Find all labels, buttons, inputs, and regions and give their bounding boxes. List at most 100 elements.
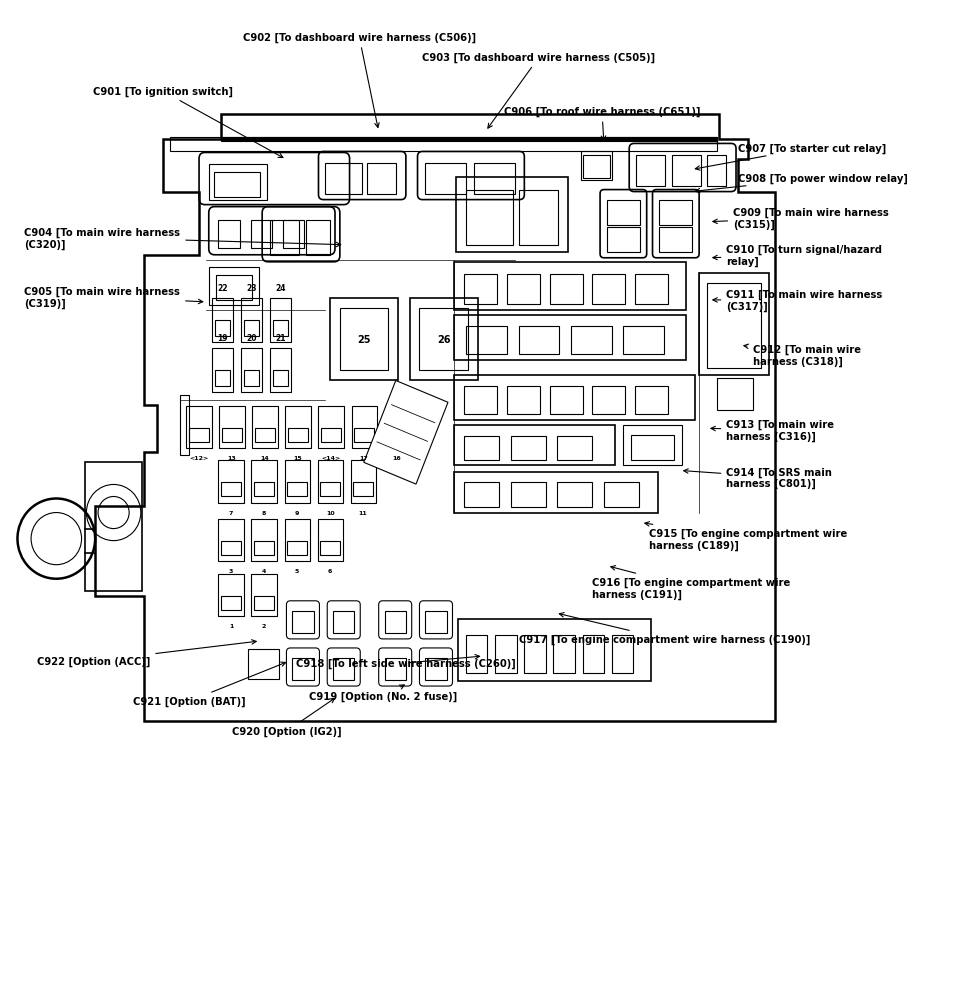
Bar xyxy=(454,263,686,311)
Text: <12>: <12> xyxy=(189,456,209,461)
Bar xyxy=(212,299,233,343)
Bar xyxy=(254,483,274,497)
Bar xyxy=(419,309,468,371)
Text: 9: 9 xyxy=(295,510,299,515)
Bar xyxy=(707,156,726,186)
Bar xyxy=(631,436,674,461)
Text: 3: 3 xyxy=(229,568,233,573)
Bar xyxy=(222,429,242,443)
Text: 10: 10 xyxy=(326,510,334,515)
Bar xyxy=(466,327,507,355)
Bar xyxy=(320,483,340,497)
Bar xyxy=(495,635,517,673)
Bar xyxy=(218,461,244,503)
Bar xyxy=(215,371,230,387)
Text: C922 [Option (ACC)]: C922 [Option (ACC)] xyxy=(37,640,256,666)
Bar xyxy=(340,309,388,371)
Bar xyxy=(218,519,244,561)
Bar xyxy=(367,164,396,194)
Bar xyxy=(244,321,259,337)
Bar xyxy=(285,461,310,503)
Bar xyxy=(454,316,686,361)
Bar xyxy=(553,635,575,673)
Bar xyxy=(524,635,546,673)
Bar xyxy=(557,483,592,507)
Bar xyxy=(464,437,499,461)
Text: 5: 5 xyxy=(295,568,299,573)
Bar xyxy=(212,349,233,393)
Text: 4: 4 xyxy=(262,568,266,573)
Bar xyxy=(318,407,344,449)
Bar xyxy=(216,276,252,301)
Text: C917 [To engine compartment wire harness (C190)]: C917 [To engine compartment wire harness… xyxy=(519,613,811,644)
Bar xyxy=(385,611,406,633)
Text: 20: 20 xyxy=(247,334,256,343)
Bar xyxy=(425,164,466,194)
Text: C901 [To ignition switch]: C901 [To ignition switch] xyxy=(93,87,283,158)
Bar xyxy=(607,227,640,253)
Bar xyxy=(353,483,373,497)
Bar xyxy=(511,437,546,461)
Bar xyxy=(333,611,354,633)
Bar xyxy=(221,138,717,142)
Bar xyxy=(550,275,583,305)
Text: C908 [To power window relay]: C908 [To power window relay] xyxy=(695,173,908,193)
Bar xyxy=(251,461,277,503)
Bar xyxy=(659,200,692,225)
Bar xyxy=(241,299,262,343)
Bar xyxy=(285,519,310,561)
Bar xyxy=(180,396,189,456)
Text: C905 [To main wire harness
(C319)]: C905 [To main wire harness (C319)] xyxy=(24,287,203,309)
Text: 26: 26 xyxy=(437,335,451,345)
Text: C906 [To roof wire harness (C651)]: C906 [To roof wire harness (C651)] xyxy=(504,107,700,141)
Bar xyxy=(241,349,262,393)
Bar xyxy=(464,483,499,507)
Bar xyxy=(273,321,288,337)
Bar xyxy=(273,371,288,387)
Bar xyxy=(425,658,447,680)
Bar xyxy=(464,275,497,305)
Text: 22: 22 xyxy=(218,284,227,293)
Bar xyxy=(221,541,241,555)
Text: C904 [To main wire harness
(C320)]: C904 [To main wire harness (C320)] xyxy=(24,227,341,249)
Bar xyxy=(318,461,343,503)
Bar xyxy=(604,483,639,507)
Text: C916 [To engine compartment wire
harness (C191)]: C916 [To engine compartment wire harness… xyxy=(592,566,790,599)
Bar xyxy=(244,371,259,387)
Text: 17: 17 xyxy=(359,456,369,461)
Bar xyxy=(252,407,278,449)
Text: C921 [Option (BAT)]: C921 [Option (BAT)] xyxy=(133,662,285,706)
Text: C910 [To turn signal/hazard
relay]: C910 [To turn signal/hazard relay] xyxy=(713,244,883,267)
Bar xyxy=(189,429,209,443)
Text: 23: 23 xyxy=(247,284,256,293)
Bar xyxy=(218,220,240,248)
Text: 7: 7 xyxy=(229,510,233,515)
Bar xyxy=(354,429,374,443)
Text: 11: 11 xyxy=(358,510,368,515)
Bar xyxy=(707,284,761,369)
Bar xyxy=(454,376,695,421)
Bar xyxy=(221,483,241,497)
Text: 15: 15 xyxy=(293,456,303,461)
Bar xyxy=(287,483,307,497)
Text: 19: 19 xyxy=(218,334,227,343)
Text: C909 [To main wire harness
(C315)]: C909 [To main wire harness (C315)] xyxy=(713,207,888,229)
Bar xyxy=(333,658,354,680)
Bar xyxy=(623,426,682,466)
Bar xyxy=(474,164,515,194)
Bar xyxy=(209,268,259,306)
Text: 8: 8 xyxy=(262,510,266,515)
Polygon shape xyxy=(364,381,448,485)
Bar xyxy=(592,387,625,415)
Text: 13: 13 xyxy=(227,456,237,461)
Text: 1: 1 xyxy=(229,623,233,628)
Bar xyxy=(699,274,769,376)
Text: 16: 16 xyxy=(392,456,402,461)
Bar xyxy=(592,275,625,305)
Text: C918 [To left side wire harness (C260)]: C918 [To left side wire harness (C260)] xyxy=(296,655,516,668)
Bar xyxy=(306,220,330,256)
Bar xyxy=(385,658,406,680)
Bar xyxy=(466,190,513,245)
Text: C912 [To main wire
harness (C318)]: C912 [To main wire harness (C318)] xyxy=(744,345,860,367)
Bar xyxy=(321,429,341,443)
